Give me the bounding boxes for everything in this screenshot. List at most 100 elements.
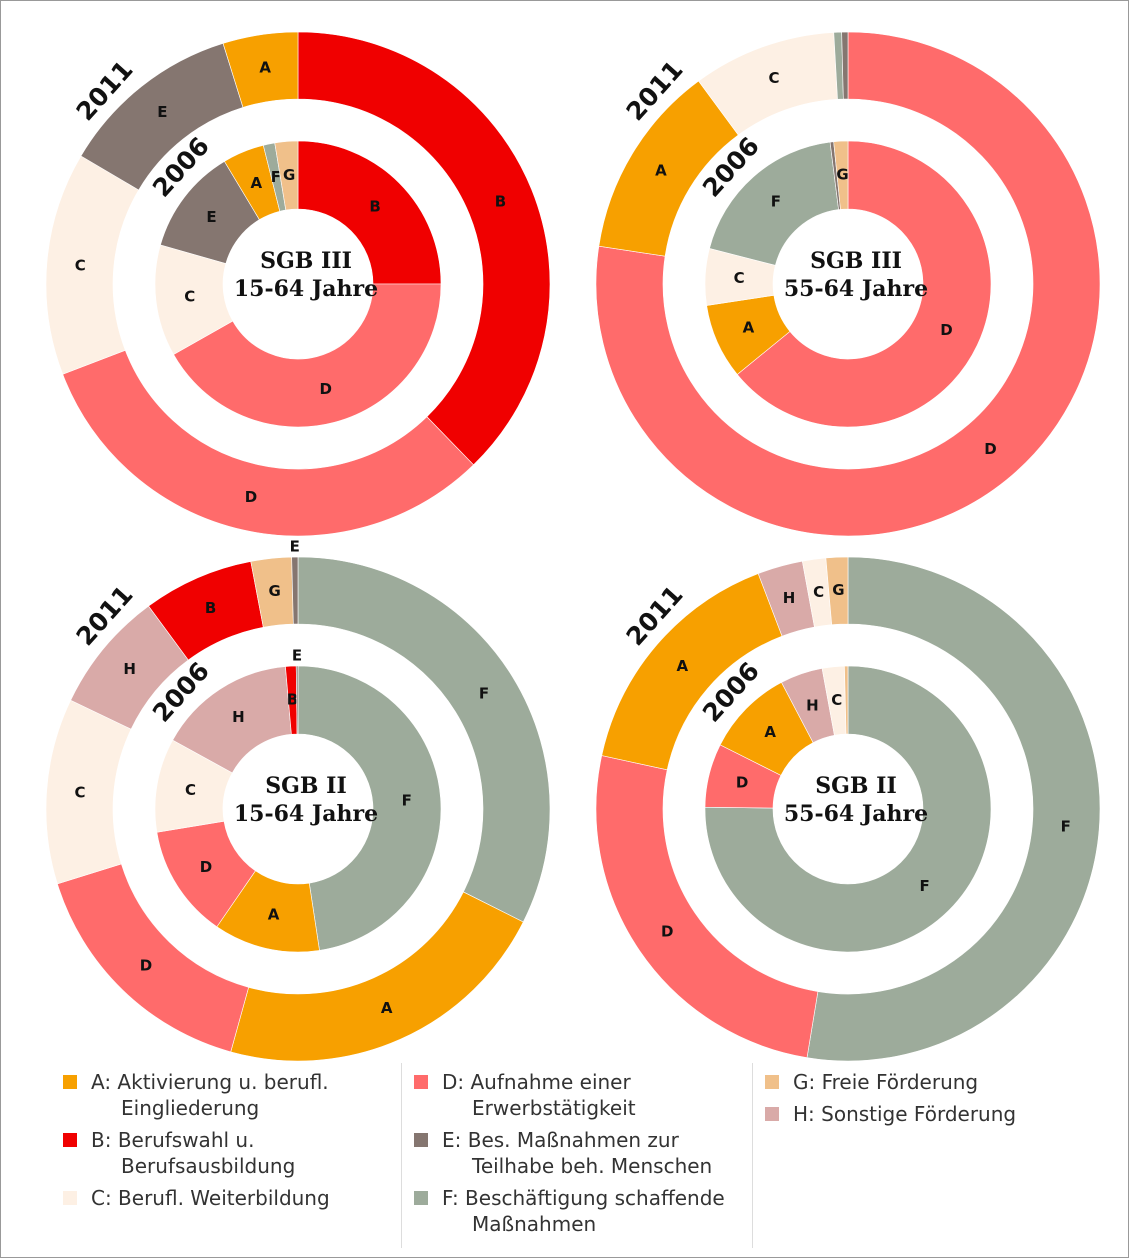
legend-label: A: Aktivierung u. berufl. Eingliederung (91, 1070, 329, 1120)
segment-label: B (369, 197, 380, 215)
segment-label: E (157, 103, 167, 121)
segment (297, 556, 551, 923)
legend-swatch (414, 1075, 428, 1089)
segment-label: A (268, 906, 280, 924)
legend-item: E: Bes. Maßnahmen zur Teilhabe beh. Mens… (402, 1127, 752, 1179)
segment-label: E (206, 208, 216, 226)
segment-label: F (402, 791, 412, 809)
segment (297, 31, 551, 466)
segment-label: A (655, 162, 667, 180)
segment-label: H (232, 708, 245, 726)
legend-item: D: Aufnahme einer Erwerbstätigkeit (402, 1069, 752, 1121)
segment (595, 31, 1101, 537)
legend-swatch (765, 1107, 779, 1121)
segment-label: G (269, 582, 281, 600)
segment (295, 665, 299, 735)
segment (704, 665, 992, 953)
segment-label: C (768, 69, 779, 87)
segment (230, 891, 524, 1061)
segment (825, 556, 849, 626)
segment-label: A (381, 999, 393, 1017)
segment-label: H (806, 696, 819, 714)
legend-swatch (63, 1133, 77, 1147)
legend-swatch (414, 1133, 428, 1147)
legend-swatch (63, 1075, 77, 1089)
segment (709, 141, 839, 266)
legend-column: G: Freie Förderung H: Sonstige Förderung (753, 1063, 1103, 1248)
legend-item: C: Berufl. Weiterbildung (51, 1185, 401, 1211)
segment-label: B (495, 192, 506, 210)
segment-label: C (813, 583, 824, 601)
segment-label: G (832, 581, 844, 599)
segment-label: D (736, 774, 748, 792)
segment-label: E (292, 647, 302, 665)
segment (291, 556, 299, 625)
segment (222, 31, 299, 108)
legend-item: B: Berufswahl u. Berufsausbildung (51, 1127, 401, 1179)
legend-column: D: Aufnahme einer Erwerbstätigkeit E: Bes… (402, 1063, 753, 1248)
segment-label: H (783, 589, 796, 607)
segment-label: F (271, 168, 281, 186)
segment (595, 755, 819, 1058)
segment-label: F (1061, 817, 1071, 835)
legend-item: H: Sonstige Förderung (753, 1101, 1103, 1127)
segment (297, 665, 442, 951)
center-label: 55-64 Jahre (784, 801, 928, 827)
segment-label: A (250, 174, 262, 192)
center-label: SGB II (815, 773, 897, 799)
segment (45, 155, 140, 375)
segment-label: C (734, 269, 745, 287)
legend-item: A: Aktivierung u. berufl. Eingliederung (51, 1069, 401, 1121)
segment-label: F (479, 685, 489, 703)
segment-label: C (185, 781, 196, 799)
segment-label: C (184, 287, 195, 305)
segment-label: C (75, 784, 86, 802)
center-label: 15-64 Jahre (234, 801, 378, 827)
legend-label: B: Berufswahl u. Berufsausbildung (91, 1128, 296, 1178)
legend-label: G: Freie Förderung (793, 1070, 979, 1094)
legend-label: D: Aufnahme einer Erwerbstätigkeit (442, 1070, 636, 1120)
segment-label: H (123, 660, 136, 678)
legend-label: H: Sonstige Förderung (793, 1102, 1017, 1126)
legend-item: F: Beschäftigung schaffende Maßnahmen (402, 1185, 752, 1237)
segment-label: F (919, 877, 929, 895)
legend-column: A: Aktivierung u. berufl. Eingliederung B… (51, 1063, 402, 1248)
segment (844, 665, 849, 735)
segment-label: D (940, 321, 952, 339)
segment (62, 349, 474, 537)
segment (297, 140, 442, 285)
segment-label: D (200, 858, 212, 876)
segment-label: B (287, 691, 298, 709)
legend-item: G: Freie Förderung (753, 1069, 1103, 1095)
segment-label: D (245, 488, 257, 506)
center-label: SGB III (260, 248, 352, 274)
center-label: 15-64 Jahre (234, 276, 378, 302)
segment-label: A (259, 58, 271, 76)
segment (833, 140, 849, 210)
center-label: 55-64 Jahre (784, 276, 928, 302)
center-label: SGB III (810, 248, 902, 274)
segment (173, 283, 442, 428)
legend-swatch (765, 1075, 779, 1089)
legend-swatch (63, 1191, 77, 1205)
segment-label: C (75, 256, 86, 274)
segment-label: B (205, 599, 216, 617)
center-label: SGB II (265, 773, 347, 799)
segment (45, 699, 132, 885)
segment-label: C (831, 691, 842, 709)
segment-label: E (290, 538, 300, 556)
segment-label: A (743, 319, 755, 337)
segment-label: F (771, 193, 781, 211)
segment-label: G (283, 166, 295, 184)
segment (806, 556, 1101, 1061)
legend: A: Aktivierung u. berufl. Eingliederung B… (51, 1063, 1121, 1248)
legend-label: E: Bes. Maßnahmen zur Teilhabe beh. Mens… (442, 1128, 713, 1178)
segment-label: A (676, 657, 688, 675)
segment-label: G (836, 166, 848, 184)
segment-label: D (320, 380, 332, 398)
legend-label: C: Berufl. Weiterbildung (91, 1186, 330, 1210)
